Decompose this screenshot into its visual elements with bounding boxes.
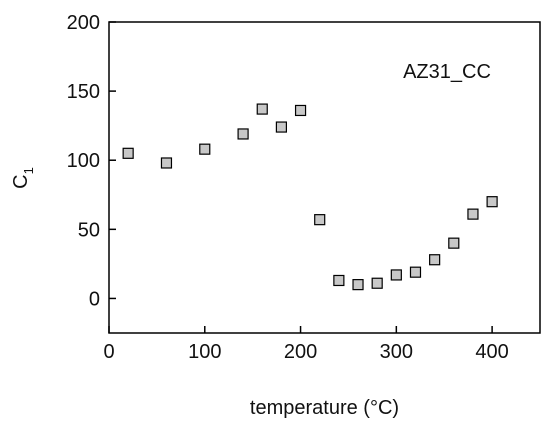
data-points — [122, 103, 498, 291]
y-tick-label: 50 — [78, 219, 100, 241]
y-tick-label: 150 — [67, 81, 100, 103]
data-point — [371, 277, 383, 289]
x-tick-label: 100 — [188, 341, 221, 363]
data-point — [390, 269, 402, 281]
tick-labels: 0 100 200 300 400 0 50 100 150 200 — [67, 12, 509, 363]
plot-frame — [108, 21, 541, 334]
x-tick-label: 0 — [103, 341, 114, 363]
x-tick-label: 200 — [284, 341, 317, 363]
series-annotation: AZ31_CC — [403, 61, 491, 83]
x-tick-label: 300 — [380, 341, 413, 363]
y-axis-title-subscript: 1 — [21, 167, 36, 174]
data-point — [275, 121, 287, 133]
data-point — [352, 279, 364, 291]
data-point — [314, 214, 326, 226]
x-axis-title: temperature (°C) — [250, 397, 399, 419]
y-tick-label: 100 — [67, 150, 100, 172]
axis-ticks — [108, 21, 493, 333]
data-point — [237, 128, 249, 140]
data-point — [448, 237, 460, 249]
y-axis-title-main: C — [10, 174, 32, 188]
data-point — [160, 157, 173, 169]
data-point — [256, 103, 268, 115]
data-point — [294, 104, 307, 117]
y-tick-label: 200 — [67, 12, 100, 34]
data-point — [486, 196, 498, 208]
y-axis-title: C1 — [10, 167, 36, 189]
data-point — [467, 208, 479, 220]
y-tick-label: 0 — [89, 288, 100, 310]
data-point — [199, 143, 211, 155]
svg-text:C1: C1 — [10, 167, 36, 189]
data-point — [429, 254, 441, 266]
data-point — [333, 274, 345, 287]
x-tick-label: 400 — [475, 341, 508, 363]
data-point — [409, 266, 422, 278]
data-point — [122, 147, 134, 159]
